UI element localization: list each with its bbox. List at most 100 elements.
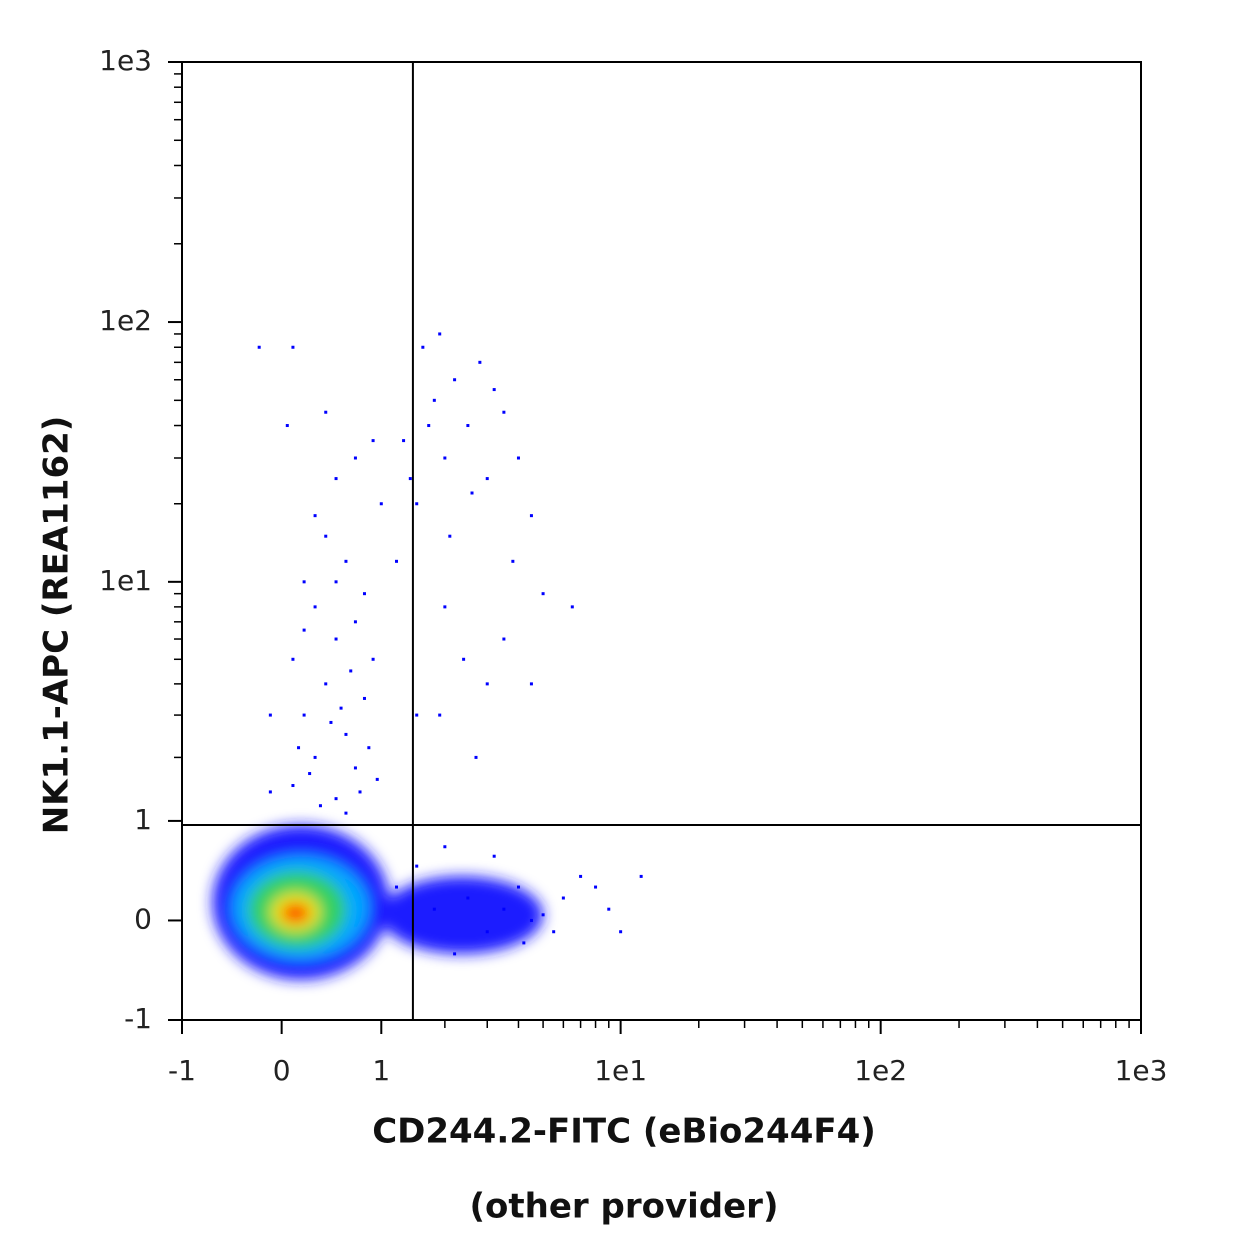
- event-dot: [438, 713, 442, 717]
- event-dot: [448, 534, 452, 538]
- event-dot: [344, 811, 348, 815]
- y-axis-title: NK1.1-APC (REA1162): [37, 416, 77, 835]
- event-dot: [291, 784, 295, 788]
- event-dot: [443, 456, 447, 460]
- x-axis-note: (other provider): [469, 1187, 778, 1227]
- x-tick-label: -1: [168, 1054, 196, 1087]
- event-dot: [375, 777, 379, 781]
- event-dot: [502, 637, 506, 641]
- event-dot: [334, 797, 338, 801]
- x-tick-label: 1: [372, 1054, 390, 1087]
- event-dot: [432, 907, 436, 911]
- event-dot: [502, 907, 506, 911]
- event-dot: [324, 534, 328, 538]
- event-dot: [474, 755, 478, 759]
- x-tick-label: 1e1: [594, 1054, 647, 1087]
- event-dot: [432, 398, 436, 402]
- event-dot: [516, 885, 520, 889]
- event-dot: [324, 410, 328, 414]
- x-tick-label: 1e2: [854, 1054, 907, 1087]
- event-dot: [313, 605, 317, 609]
- density-region: [381, 876, 544, 954]
- event-dot: [522, 941, 526, 945]
- event-dot: [302, 713, 306, 717]
- density-layer: [212, 824, 544, 980]
- event-dot: [607, 907, 611, 911]
- event-dot: [453, 378, 457, 382]
- event-dot: [313, 514, 317, 518]
- event-dot: [478, 360, 482, 364]
- event-dot: [485, 477, 489, 481]
- event-dot: [485, 930, 489, 934]
- event-dot: [268, 713, 272, 717]
- event-dot: [561, 896, 565, 900]
- event-dot: [297, 746, 301, 750]
- y-tick-label: -1: [124, 1002, 152, 1035]
- event-dot: [268, 790, 272, 794]
- event-dot: [257, 345, 261, 349]
- event-dot: [358, 790, 362, 794]
- event-dot: [285, 424, 289, 428]
- event-dot: [408, 477, 412, 481]
- event-dot: [492, 854, 496, 858]
- event-dot: [453, 952, 457, 956]
- event-dot: [485, 682, 489, 686]
- y-tick-label: 1: [134, 803, 152, 836]
- event-dot: [516, 456, 520, 460]
- event-dot: [466, 896, 470, 900]
- event-dot: [349, 669, 353, 673]
- event-dot: [353, 456, 357, 460]
- event-dot: [291, 657, 295, 661]
- event-dot: [353, 620, 357, 624]
- event-dot: [570, 605, 574, 609]
- event-dot: [318, 804, 322, 808]
- event-dot: [291, 345, 295, 349]
- event-dot: [443, 605, 447, 609]
- event-dot: [511, 559, 515, 563]
- event-dot: [362, 696, 366, 700]
- event-dot: [339, 706, 343, 710]
- event-dot: [379, 502, 383, 506]
- event-dot: [541, 592, 545, 596]
- event-dot: [552, 930, 556, 934]
- event-dot: [344, 732, 348, 736]
- event-dot: [302, 628, 306, 632]
- x-tick-label: 0: [273, 1054, 291, 1087]
- event-dot: [308, 772, 312, 776]
- event-dot: [367, 746, 371, 750]
- y-tick-label: 1e3: [99, 44, 152, 77]
- event-dot: [415, 502, 419, 506]
- event-dot: [395, 559, 399, 563]
- event-dot: [402, 439, 406, 443]
- x-tick-label: 1e3: [1115, 1054, 1168, 1087]
- event-dot: [443, 845, 447, 849]
- event-dot: [541, 913, 545, 917]
- event-dot: [415, 713, 419, 717]
- density-region: [281, 903, 310, 923]
- event-dot: [492, 388, 496, 392]
- event-dot: [529, 682, 533, 686]
- event-dot: [470, 491, 474, 495]
- event-dot: [619, 930, 623, 934]
- event-dot: [302, 580, 306, 584]
- y-tick-label: 1e2: [99, 304, 152, 337]
- y-tick-label: 0: [134, 902, 152, 935]
- event-dot: [353, 766, 357, 770]
- event-dot: [313, 755, 317, 759]
- event-dot: [438, 332, 442, 336]
- event-dot: [421, 345, 425, 349]
- event-dot: [594, 885, 598, 889]
- event-dot: [334, 477, 338, 481]
- event-dot: [371, 439, 375, 443]
- event-dot: [639, 874, 643, 878]
- event-dot: [466, 424, 470, 428]
- event-dot: [371, 657, 375, 661]
- event-dot: [324, 682, 328, 686]
- event-dot: [502, 410, 506, 414]
- event-dot: [344, 559, 348, 563]
- y-tick-label: 1e1: [99, 564, 152, 597]
- x-axis-title: CD244.2-FITC (eBio244F4): [372, 1112, 876, 1152]
- event-dot: [529, 514, 533, 518]
- event-dot: [334, 580, 338, 584]
